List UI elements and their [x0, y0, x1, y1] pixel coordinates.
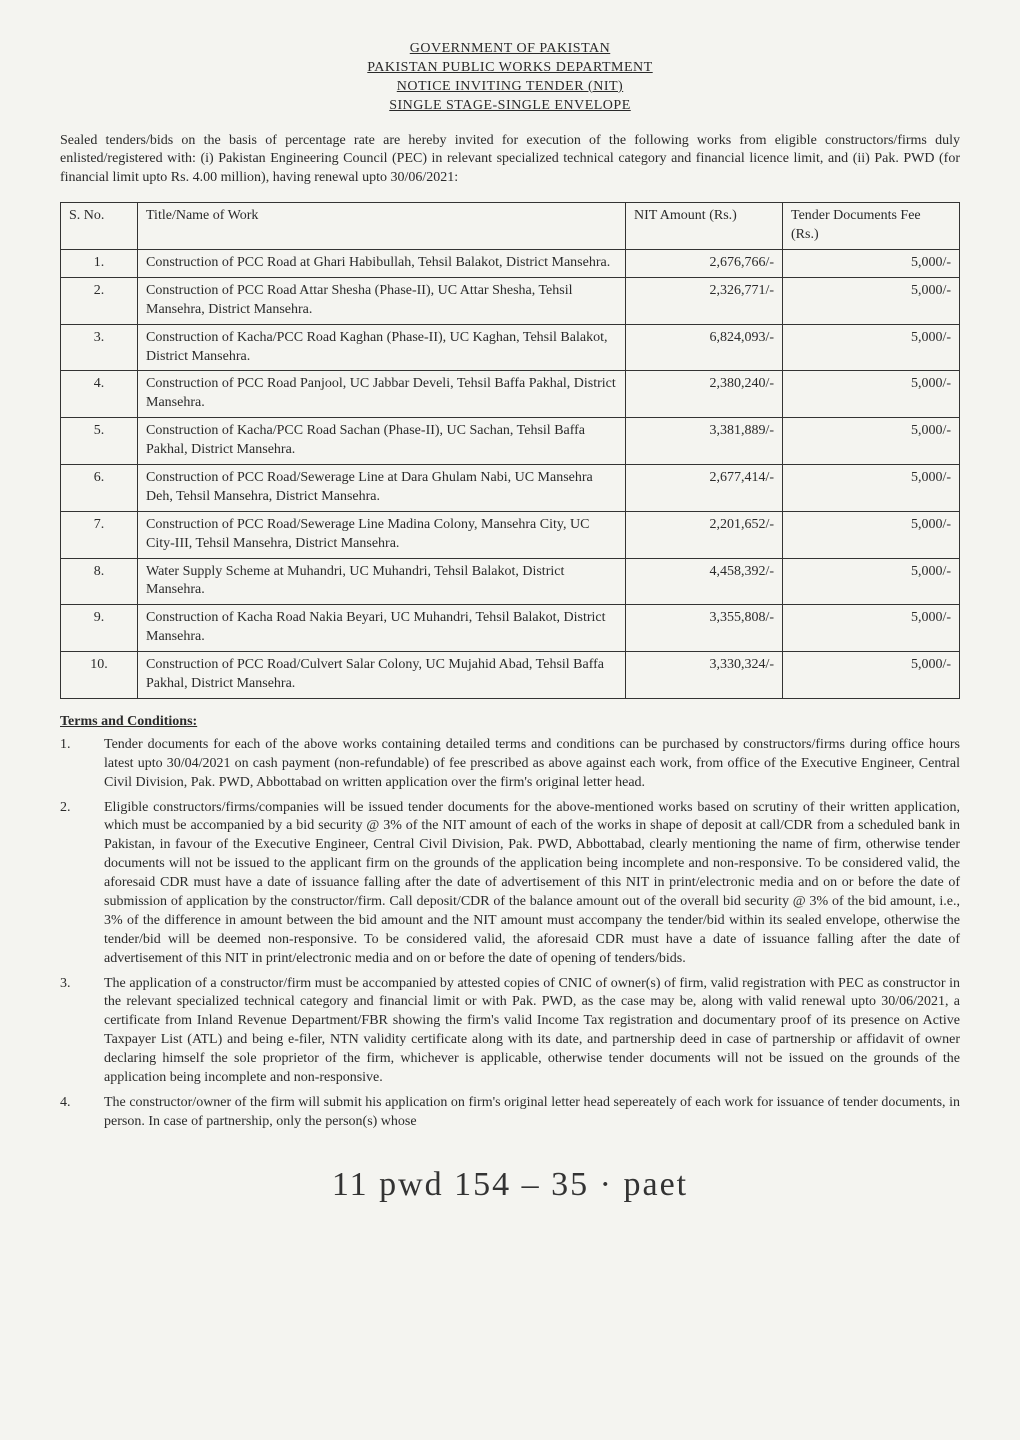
cell-amount: 3,381,889/- — [626, 418, 783, 465]
header-line-1: GOVERNMENT OF PAKISTAN — [60, 40, 960, 59]
cell-amount: 6,824,093/- — [626, 324, 783, 371]
cell-sno: 3. — [61, 324, 138, 371]
cell-amount: 3,330,324/- — [626, 652, 783, 699]
col-header-title: Title/Name of Work — [138, 203, 626, 250]
works-table: S. No. Title/Name of Work NIT Amount (Rs… — [60, 202, 960, 699]
col-header-fee: Tender Documents Fee (Rs.) — [783, 203, 960, 250]
cell-fee: 5,000/- — [783, 371, 960, 418]
terms-item-number: 1. — [60, 736, 104, 793]
col-header-amount: NIT Amount (Rs.) — [626, 203, 783, 250]
cell-sno: 8. — [61, 558, 138, 605]
cell-title: Water Supply Scheme at Muhandri, UC Muha… — [138, 558, 626, 605]
table-row: 5.Construction of Kacha/PCC Road Sachan … — [61, 418, 960, 465]
table-row: 7.Construction of PCC Road/Sewerage Line… — [61, 511, 960, 558]
terms-item-number: 4. — [60, 1094, 104, 1132]
cell-sno: 6. — [61, 465, 138, 512]
cell-title: Construction of PCC Road Panjool, UC Jab… — [138, 371, 626, 418]
table-row: 2.Construction of PCC Road Attar Shesha … — [61, 277, 960, 324]
terms-item: 2.Eligible constructors/firms/companies … — [60, 799, 960, 969]
cell-sno: 1. — [61, 250, 138, 278]
table-row: 8.Water Supply Scheme at Muhandri, UC Mu… — [61, 558, 960, 605]
cell-sno: 4. — [61, 371, 138, 418]
cell-fee: 5,000/- — [783, 558, 960, 605]
terms-list: 1.Tender documents for each of the above… — [60, 736, 960, 1132]
terms-heading: Terms and Conditions: — [60, 713, 960, 732]
cell-fee: 5,000/- — [783, 277, 960, 324]
cell-amount: 3,355,808/- — [626, 605, 783, 652]
table-row: 10.Construction of PCC Road/Culvert Sala… — [61, 652, 960, 699]
terms-item: 1.Tender documents for each of the above… — [60, 736, 960, 793]
table-row: 3.Construction of Kacha/PCC Road Kaghan … — [61, 324, 960, 371]
cell-title: Construction of PCC Road/Sewerage Line a… — [138, 465, 626, 512]
handwritten-note: 11 pwd 154 – 35 · paet — [60, 1162, 960, 1208]
header-line-4: SINGLE STAGE-SINGLE ENVELOPE — [60, 97, 960, 116]
cell-sno: 9. — [61, 605, 138, 652]
cell-amount: 2,201,652/- — [626, 511, 783, 558]
cell-fee: 5,000/- — [783, 465, 960, 512]
col-header-sno: S. No. — [61, 203, 138, 250]
terms-item-number: 2. — [60, 799, 104, 969]
cell-fee: 5,000/- — [783, 324, 960, 371]
cell-sno: 2. — [61, 277, 138, 324]
cell-sno: 7. — [61, 511, 138, 558]
cell-amount: 2,380,240/- — [626, 371, 783, 418]
cell-amount: 4,458,392/- — [626, 558, 783, 605]
cell-amount: 2,677,414/- — [626, 465, 783, 512]
terms-item-text: Tender documents for each of the above w… — [104, 736, 960, 793]
cell-fee: 5,000/- — [783, 652, 960, 699]
cell-fee: 5,000/- — [783, 605, 960, 652]
cell-title: Construction of PCC Road at Ghari Habibu… — [138, 250, 626, 278]
terms-item: 3.The application of a constructor/firm … — [60, 975, 960, 1088]
cell-title: Construction of PCC Road/Culvert Salar C… — [138, 652, 626, 699]
terms-item-text: The application of a constructor/firm mu… — [104, 975, 960, 1088]
cell-title: Construction of Kacha/PCC Road Sachan (P… — [138, 418, 626, 465]
cell-sno: 10. — [61, 652, 138, 699]
terms-item-text: Eligible constructors/firms/companies wi… — [104, 799, 960, 969]
intro-paragraph: Sealed tenders/bids on the basis of perc… — [60, 132, 960, 189]
terms-item-number: 3. — [60, 975, 104, 1088]
table-row: 4.Construction of PCC Road Panjool, UC J… — [61, 371, 960, 418]
header-line-3: NOTICE INVITING TENDER (NIT) — [60, 78, 960, 97]
cell-title: Construction of Kacha/PCC Road Kaghan (P… — [138, 324, 626, 371]
cell-fee: 5,000/- — [783, 418, 960, 465]
cell-title: Construction of Kacha Road Nakia Beyari,… — [138, 605, 626, 652]
cell-amount: 2,676,766/- — [626, 250, 783, 278]
header-line-2: PAKISTAN PUBLIC WORKS DEPARTMENT — [60, 59, 960, 78]
table-row: 9.Construction of Kacha Road Nakia Beyar… — [61, 605, 960, 652]
terms-item: 4.The constructor/owner of the firm will… — [60, 1094, 960, 1132]
cell-fee: 5,000/- — [783, 250, 960, 278]
cell-sno: 5. — [61, 418, 138, 465]
cell-fee: 5,000/- — [783, 511, 960, 558]
table-row: 6.Construction of PCC Road/Sewerage Line… — [61, 465, 960, 512]
table-row: 1.Construction of PCC Road at Ghari Habi… — [61, 250, 960, 278]
cell-amount: 2,326,771/- — [626, 277, 783, 324]
cell-title: Construction of PCC Road/Sewerage Line M… — [138, 511, 626, 558]
terms-item-text: The constructor/owner of the firm will s… — [104, 1094, 960, 1132]
cell-title: Construction of PCC Road Attar Shesha (P… — [138, 277, 626, 324]
table-header-row: S. No. Title/Name of Work NIT Amount (Rs… — [61, 203, 960, 250]
